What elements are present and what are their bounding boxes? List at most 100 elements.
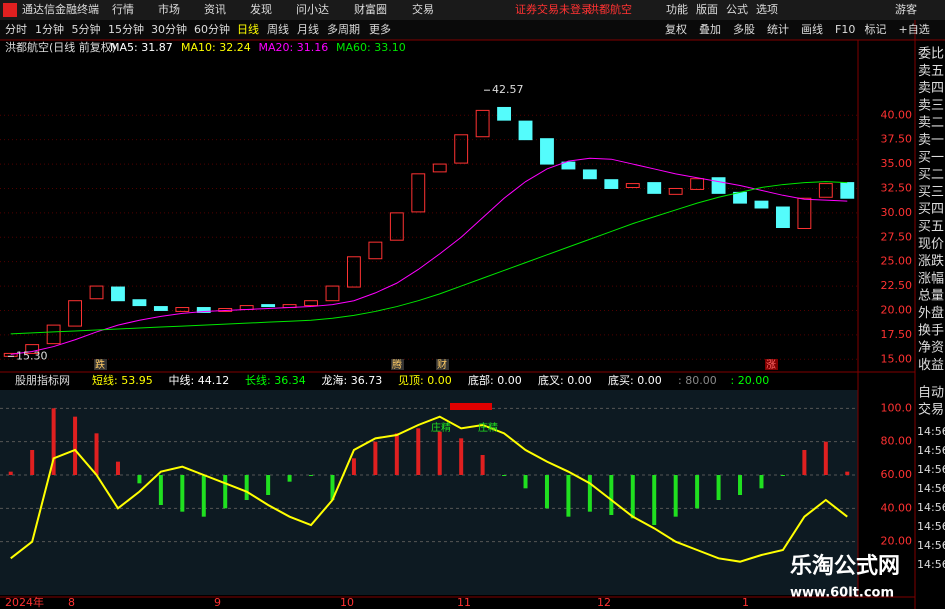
side-time: 14:56	[917, 444, 945, 457]
period-tab[interactable]: 1分钟	[35, 22, 64, 36]
menu-item[interactable]: 交易	[412, 2, 434, 16]
side-time: 14:56	[917, 520, 945, 533]
tool-button[interactable]: +自选	[899, 23, 930, 36]
period-tab[interactable]: 60分钟	[194, 22, 230, 36]
legend-entry: MA5: 31.87	[110, 41, 173, 54]
y-tick-label: 60.00	[881, 468, 913, 481]
indicator-bar	[716, 475, 721, 500]
menu-item[interactable]: 行情	[112, 3, 134, 16]
tool-button[interactable]: 叠加	[699, 23, 721, 36]
y-tick-label: 100.0	[881, 401, 913, 414]
user[interactable]: 游客	[895, 2, 917, 16]
side-time: 14:56	[917, 463, 945, 476]
legend-entry: MA60: 33.10	[336, 41, 406, 54]
indicator-bar	[459, 438, 464, 475]
candle	[561, 161, 576, 170]
side-label: 收益	[918, 358, 944, 373]
candle	[389, 212, 404, 241]
indicator-bar	[609, 475, 614, 515]
candle	[325, 285, 340, 302]
legend-entry: 底部: 0.00	[468, 373, 522, 387]
side-trade[interactable]: 自动	[918, 386, 944, 401]
indicator-bar	[287, 475, 292, 482]
legend-entry: 见顶: 0.00	[398, 374, 452, 387]
indicator-bar	[437, 431, 442, 475]
indicator-title: 股朋指标网	[15, 373, 70, 387]
tool-button[interactable]: 多股	[733, 22, 755, 36]
candle	[89, 285, 104, 300]
x-tick-label: 8	[68, 596, 75, 609]
period-tab[interactable]: 15分钟	[108, 22, 144, 36]
indicator-bar	[94, 433, 99, 475]
marker-bg	[436, 359, 449, 370]
indicator-bar	[394, 433, 399, 475]
side-label: 买二	[918, 168, 944, 183]
candle	[432, 163, 447, 173]
indicator-bar	[8, 471, 13, 475]
candle	[818, 183, 833, 198]
indicator-bar	[73, 416, 78, 475]
stock-name: 洪都航空	[588, 2, 632, 16]
tool-button[interactable]: F10	[835, 23, 855, 36]
indicator-bar	[51, 408, 56, 475]
indicator-bar	[201, 475, 206, 517]
menu-item[interactable]: 问小达	[296, 3, 329, 16]
candle	[840, 182, 855, 199]
tool-button[interactable]: 标记	[865, 22, 887, 36]
candle	[132, 299, 147, 307]
watermark: 乐淘公式网	[790, 553, 900, 579]
indicator-bar	[652, 475, 657, 525]
menu-item[interactable]: 市场	[158, 2, 180, 16]
menu-item[interactable]: 发现	[250, 2, 272, 16]
y-tick-label: 40.00	[881, 108, 913, 121]
period-tab[interactable]: 5分钟	[72, 22, 101, 36]
legend-entry: 底叉: 0.00	[538, 373, 592, 387]
indicator-bar	[780, 475, 785, 476]
side-label: 卖二	[918, 116, 944, 131]
legend-entry: : 20.00	[731, 374, 770, 387]
signal-label: 庄精	[431, 421, 451, 434]
side-trade[interactable]: 交易	[918, 402, 944, 418]
ma-line	[10, 157, 848, 355]
indicator-bg	[0, 390, 858, 595]
period-tab[interactable]: 月线	[297, 22, 319, 36]
indicator-bar	[802, 450, 807, 475]
menu-item[interactable]: 版面	[696, 2, 718, 16]
y-tick-label: 15.00	[881, 352, 913, 365]
candle	[368, 241, 383, 260]
candle	[647, 182, 662, 194]
indicator-bar	[544, 475, 549, 509]
period-tab[interactable]: 分时	[5, 23, 27, 36]
side-label: 买五	[918, 220, 944, 235]
period-tab[interactable]: 日线	[237, 22, 259, 36]
candle	[475, 109, 490, 138]
y-tick-label: 20.00	[881, 535, 913, 548]
x-tick-label: 11	[457, 596, 471, 609]
menu-item[interactable]: 功能	[666, 2, 688, 16]
tool-button[interactable]: 复权	[665, 22, 687, 36]
candle	[518, 120, 533, 141]
legend-entry: 底买: 0.00	[608, 373, 662, 387]
y-tick-label: 22.50	[881, 279, 913, 292]
indicator-bar	[137, 475, 142, 484]
indicator-bar	[502, 475, 507, 476]
marker: 腾	[392, 358, 402, 371]
period-tab[interactable]: 30分钟	[151, 22, 187, 36]
chart-title: 洪都航空(日线 前复权)	[5, 40, 116, 54]
tool-button[interactable]: 画线	[801, 22, 823, 36]
side-time: 14:56	[917, 425, 945, 438]
x-tick-label: 2024年	[5, 595, 44, 609]
period-tab[interactable]: 多周期	[327, 22, 360, 36]
menu-item[interactable]: 财富圈	[354, 2, 387, 16]
period-tab[interactable]: 周线	[267, 22, 289, 36]
menu-item[interactable]: 选项	[756, 3, 778, 16]
period-tab[interactable]: 更多	[369, 22, 391, 36]
indicator-bar	[158, 475, 163, 505]
menu-item[interactable]: 资讯	[204, 3, 226, 16]
y-tick-label: 25.00	[881, 255, 913, 268]
tool-button[interactable]: 统计	[767, 23, 789, 36]
marker: 跌	[95, 358, 105, 371]
menu-item[interactable]: 公式	[726, 3, 748, 16]
candle	[304, 300, 318, 307]
candle	[111, 286, 125, 302]
